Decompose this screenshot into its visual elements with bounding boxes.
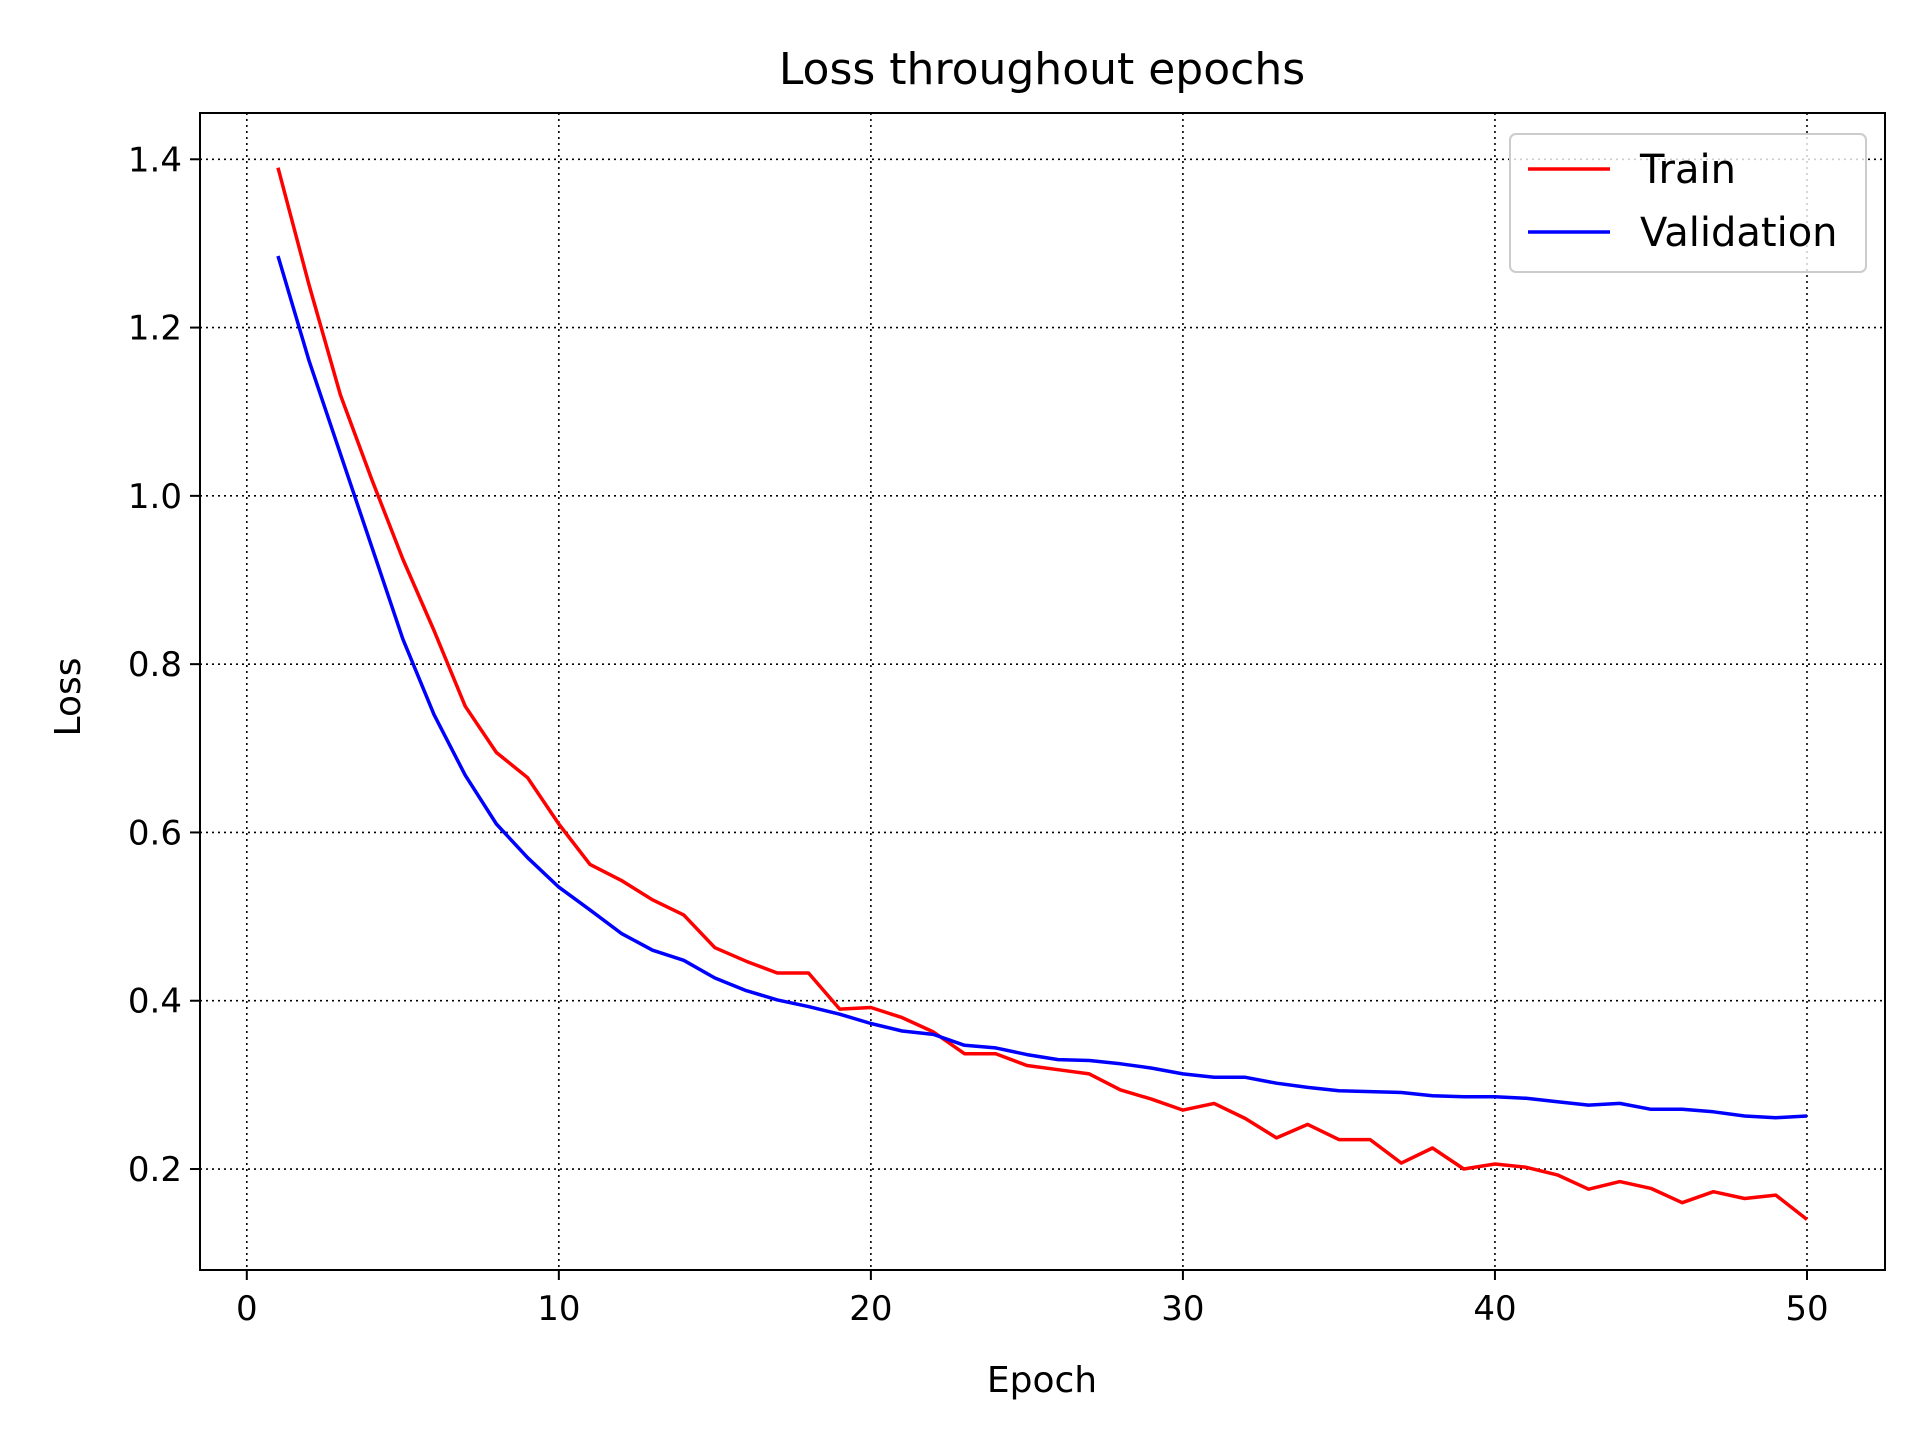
legend: Train Validation bbox=[1509, 133, 1867, 273]
y-tick-label: 1.4 bbox=[128, 140, 182, 180]
x-tick-label: 0 bbox=[236, 1289, 258, 1329]
x-tick-label: 40 bbox=[1473, 1289, 1516, 1329]
series-line-train bbox=[276, 167, 1809, 1221]
grid-lines bbox=[200, 113, 1885, 1270]
x-axis-label: Epoch bbox=[987, 1360, 1097, 1401]
x-tick-label: 50 bbox=[1785, 1289, 1828, 1329]
x-axis: 0 10 20 30 40 50 bbox=[236, 1270, 1829, 1329]
y-tick-label: 1.2 bbox=[128, 309, 182, 349]
legend-train-label: Train bbox=[1639, 147, 1736, 193]
y-tick-label: 0.4 bbox=[128, 982, 182, 1022]
x-tick-label: 20 bbox=[849, 1289, 892, 1329]
y-tick-label: 0.8 bbox=[128, 645, 182, 685]
y-axis: 0.2 0.4 0.6 0.8 1.0 1.2 1.4 bbox=[128, 140, 200, 1190]
series-line-validation bbox=[276, 255, 1808, 1120]
series-layer bbox=[276, 167, 1809, 1221]
x-tick-label: 30 bbox=[1161, 1289, 1204, 1329]
plot-frame bbox=[199, 112, 1886, 1271]
x-tick-label: 10 bbox=[537, 1289, 580, 1329]
chart-title: Loss throughout epochs bbox=[779, 44, 1305, 95]
legend-validation-label: Validation bbox=[1640, 210, 1838, 256]
y-axis-label: Loss bbox=[48, 658, 89, 737]
y-tick-label: 0.2 bbox=[128, 1150, 182, 1190]
y-tick-label: 1.0 bbox=[128, 477, 182, 517]
y-tick-label: 0.6 bbox=[128, 813, 182, 853]
